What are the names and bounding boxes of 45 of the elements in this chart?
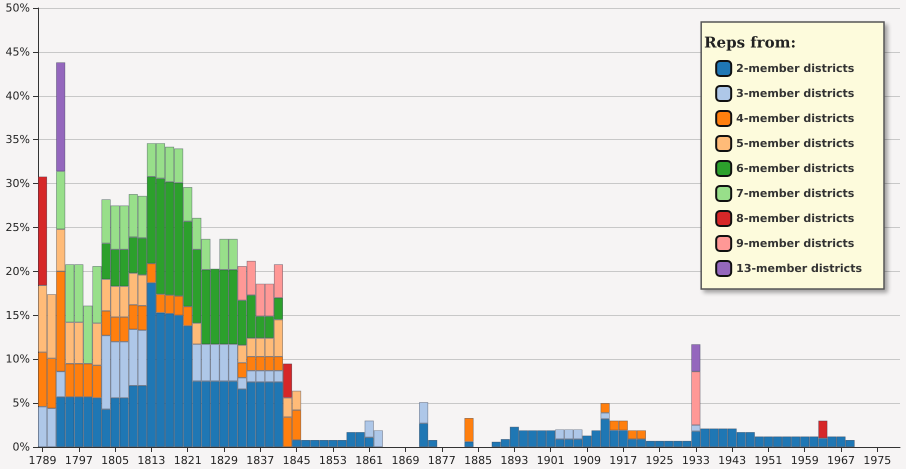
x-tick-label: 1821 (174, 454, 202, 467)
x-tick-label: 1861 (355, 454, 384, 467)
x-tick-label: 1925 (646, 454, 674, 467)
x-tick-label: 1845 (282, 454, 311, 467)
y-tick-label: 40% (6, 89, 30, 102)
legend-label: 6-member districts (736, 162, 855, 175)
x-tick-label: 1917 (609, 454, 638, 467)
x-tick-label: 1797 (64, 454, 93, 467)
x-tick-label: 1951 (754, 454, 782, 467)
y-tick-label: 35% (6, 133, 30, 146)
x-tick-label: 1967 (827, 454, 856, 467)
y-tick-label: 30% (6, 177, 30, 190)
x-tick-label: 1853 (318, 454, 347, 467)
x-tick-label: 1837 (246, 454, 274, 467)
y-tick-label: 25% (6, 221, 30, 234)
x-tick-label: 1943 (718, 454, 746, 467)
y-tick-label: 45% (6, 45, 30, 58)
legend-title: Reps from: (704, 34, 796, 52)
legend-label: 8-member districts (736, 212, 855, 225)
legend-label: 2-member districts (736, 62, 855, 75)
x-tick-label: 1869 (391, 454, 420, 467)
y-tick-label: 10% (6, 352, 30, 366)
x-tick-label: 1933 (682, 454, 710, 467)
y-tick-label: 15% (6, 308, 30, 322)
y-tick-label: 20% (6, 264, 30, 278)
x-tick-label: 1885 (464, 454, 492, 467)
x-tick-label: 1805 (101, 454, 130, 467)
legend-label: 9-member districts (736, 237, 855, 250)
x-tick-label: 1893 (500, 454, 528, 467)
y-tick-label: 0% (12, 440, 30, 454)
legend-label: 7-member districts (736, 187, 855, 200)
x-tick-label: 1813 (137, 454, 166, 467)
x-tick-label: 1975 (863, 454, 892, 467)
legend-label: 4-member districts (736, 112, 855, 125)
x-tick-label: 1901 (536, 454, 565, 467)
y-tick-label: 50% (6, 2, 30, 14)
legend-label: 3-member districts (736, 87, 855, 100)
x-tick-label: 1877 (428, 454, 456, 467)
x-tick-label: 1829 (210, 454, 238, 467)
legend-label: 13-member districts (736, 262, 862, 275)
x-tick-label: 1959 (790, 454, 819, 467)
y-tick-label: 5% (12, 396, 30, 410)
x-tick-label: 1909 (572, 454, 601, 467)
legend-label: 5-member districts (736, 137, 855, 150)
x-tick-label: 1789 (28, 454, 57, 467)
